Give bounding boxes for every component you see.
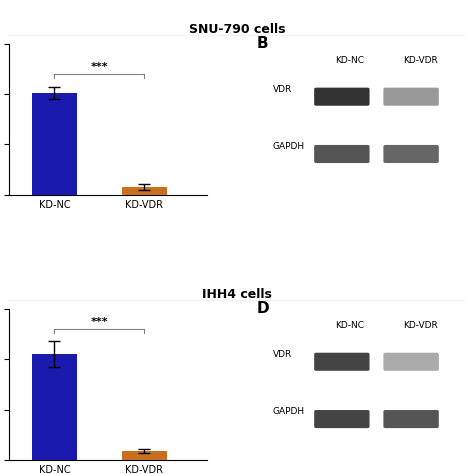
FancyBboxPatch shape bbox=[314, 410, 370, 428]
FancyBboxPatch shape bbox=[383, 145, 439, 163]
Text: B: B bbox=[257, 36, 268, 51]
Text: GAPDH: GAPDH bbox=[273, 407, 305, 416]
FancyBboxPatch shape bbox=[383, 353, 439, 371]
Text: KD-VDR: KD-VDR bbox=[404, 56, 438, 65]
Text: ***: *** bbox=[91, 317, 108, 327]
FancyBboxPatch shape bbox=[314, 88, 370, 106]
FancyBboxPatch shape bbox=[314, 353, 370, 371]
Text: ***: *** bbox=[91, 62, 108, 72]
FancyBboxPatch shape bbox=[383, 410, 439, 428]
Text: KD-NC: KD-NC bbox=[335, 321, 365, 330]
FancyBboxPatch shape bbox=[314, 145, 370, 163]
Bar bbox=[122, 451, 167, 460]
FancyBboxPatch shape bbox=[383, 88, 439, 106]
Bar bbox=[32, 93, 77, 195]
Text: KD-VDR: KD-VDR bbox=[404, 321, 438, 330]
Text: VDR: VDR bbox=[273, 85, 292, 94]
Text: SNU-790 cells: SNU-790 cells bbox=[189, 23, 285, 36]
Text: IHH4 cells: IHH4 cells bbox=[202, 288, 272, 301]
Bar bbox=[32, 354, 77, 460]
Text: GAPDH: GAPDH bbox=[273, 142, 305, 151]
Text: KD-NC: KD-NC bbox=[335, 56, 365, 65]
Text: VDR: VDR bbox=[273, 350, 292, 359]
Bar bbox=[122, 187, 167, 195]
Text: D: D bbox=[257, 301, 269, 317]
